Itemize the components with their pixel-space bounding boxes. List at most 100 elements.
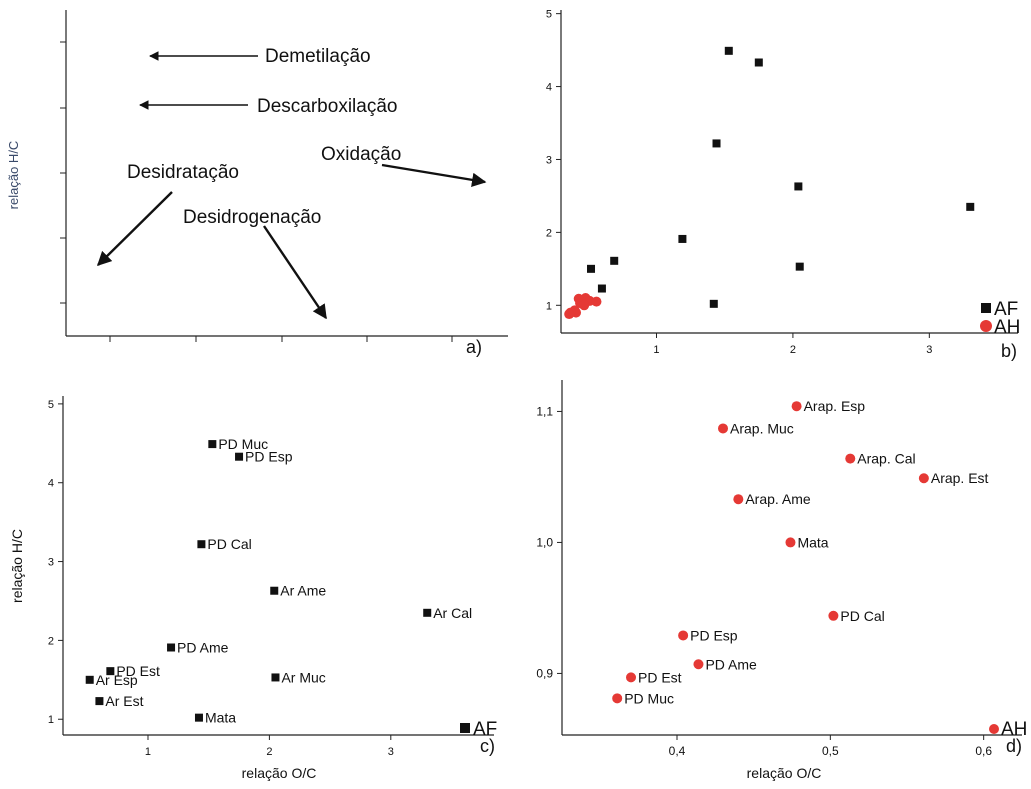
ah-point xyxy=(564,309,575,320)
af-point xyxy=(235,452,244,461)
legend-ah-marker xyxy=(989,724,999,734)
legend-af-label: AF xyxy=(994,299,1018,320)
panel-b-ytick-label: 5 xyxy=(546,9,552,21)
ah-point-label: Arap. Ame xyxy=(745,491,811,507)
ah-point xyxy=(828,610,839,621)
af-point xyxy=(610,256,619,265)
panel-c-label: c) xyxy=(480,736,495,756)
ah-point-label: Arap. Esp xyxy=(804,398,866,414)
desidratacao-label: Desidratação xyxy=(127,162,239,183)
ah-point-label: Mata xyxy=(797,534,828,550)
ah-point-label: Arap. Cal xyxy=(857,451,915,467)
ah-point xyxy=(785,537,796,548)
ah-point xyxy=(693,659,704,670)
panel-c-ytick-label: 4 xyxy=(48,478,54,490)
ah-point-label: Arap. Muc xyxy=(730,420,794,436)
af-point xyxy=(167,643,176,652)
af-point xyxy=(271,673,280,682)
panel-b-ytick-label: 1 xyxy=(546,300,552,312)
oxidacao-label: Oxidação xyxy=(321,144,401,165)
panel-b-ytick-label: 2 xyxy=(546,227,552,239)
af-point-label: Ar Ame xyxy=(280,583,326,599)
af-point-label: PD Cal xyxy=(207,536,251,552)
af-point-label: PD Est xyxy=(116,663,160,679)
panel-a-ylabel: relação H/C xyxy=(6,141,21,210)
ah-point xyxy=(733,494,744,505)
af-point xyxy=(85,675,94,684)
desidrogenacao-label: Desidrogenação xyxy=(183,207,321,228)
af-point xyxy=(106,667,115,676)
panel-b-xtick-label: 3 xyxy=(926,344,932,356)
oxidacao-arrow xyxy=(381,163,487,187)
legend-ah-marker xyxy=(980,320,992,332)
ah-point-label: PD Muc xyxy=(624,690,674,706)
af-point xyxy=(197,540,206,549)
panel-c-ytick-label: 5 xyxy=(48,399,54,411)
ah-point-label: PD Esp xyxy=(690,627,738,643)
panel-b-label: b) xyxy=(1001,341,1017,361)
ah-point-label: PD Cal xyxy=(840,608,884,624)
ah-point xyxy=(591,296,602,307)
panel-b: 1 2 3 1 2 3 4 5 AF AH b) xyxy=(546,9,1021,361)
af-point xyxy=(795,262,804,271)
legend-af-marker xyxy=(981,303,991,313)
ah-point-label: PD Est xyxy=(638,669,682,685)
af-point-label: Ar Cal xyxy=(433,605,472,621)
desidrogenacao-arrow xyxy=(263,225,327,320)
panel-c-ylabel: relação H/C xyxy=(9,529,25,603)
panel-b-xtick-label: 2 xyxy=(790,344,796,356)
af-point-label: PD Ame xyxy=(177,639,229,655)
panel-d-xtick-label: 0,6 xyxy=(975,744,992,758)
ah-point xyxy=(579,300,590,311)
panel-d-xlabel: relação O/C xyxy=(747,765,822,781)
af-point xyxy=(597,284,606,293)
af-point xyxy=(678,234,687,243)
legend-af-label: AF xyxy=(473,719,497,740)
panel-c-ytick-label: 3 xyxy=(48,557,54,569)
af-point xyxy=(794,182,803,191)
af-point-label: Mata xyxy=(205,710,236,726)
af-point xyxy=(709,299,718,308)
af-point xyxy=(208,440,217,449)
panel-a: relação H/C a) Demetilação Descarboxilaç… xyxy=(6,10,508,357)
panel-c-xlabel: relação O/C xyxy=(242,765,317,781)
af-point xyxy=(270,586,279,595)
ah-point-label: Arap. Est xyxy=(931,470,989,486)
panel-b-ytick-label: 4 xyxy=(546,82,552,94)
panel-d-xtick-label: 0,4 xyxy=(669,744,686,758)
panel-c-xtick-label: 3 xyxy=(388,746,394,758)
ah-point xyxy=(718,423,728,434)
panel-d: 0,4 0,5 0,6 0,9 1,0 1,1 Arap. Esp Arap. Muc Ara… xyxy=(536,380,1027,781)
af-point-label: Ar Muc xyxy=(281,669,325,685)
legend-ah-label: AH xyxy=(994,317,1020,338)
af-point xyxy=(194,713,203,722)
panel-c-xtick-label: 2 xyxy=(266,746,272,758)
af-point xyxy=(724,46,733,55)
af-point xyxy=(754,58,763,67)
af-point xyxy=(95,697,104,706)
ah-point xyxy=(678,630,689,641)
panel-d-ytick-label: 1,1 xyxy=(536,404,553,418)
ah-point xyxy=(612,693,623,704)
af-point-label: Ar Esp xyxy=(96,672,138,688)
legend-ah-label: AH xyxy=(1001,719,1027,740)
af-point xyxy=(712,139,721,148)
af-point-label: Ar Est xyxy=(105,693,143,709)
panel-d-ytick-label: 1,0 xyxy=(536,535,553,549)
panel-d-label: d) xyxy=(1006,736,1022,756)
legend-af-marker xyxy=(460,723,470,733)
panel-a-label: a) xyxy=(466,337,482,357)
panel-c-ytick-label: 1 xyxy=(48,714,54,726)
panel-b-ytick-label: 3 xyxy=(546,154,552,166)
panel-d-ytick-label: 0,9 xyxy=(536,666,553,680)
af-point-label: PD Muc xyxy=(218,436,268,452)
ah-point xyxy=(791,401,802,412)
panel-c-ytick-label: 2 xyxy=(48,635,54,647)
ah-point xyxy=(845,453,856,464)
panel-d-xtick-label: 0,5 xyxy=(822,744,839,758)
panel-b-xtick-label: 1 xyxy=(653,344,659,356)
ah-point-label: PD Ame xyxy=(705,656,757,672)
demetilacao-label: Demetilação xyxy=(265,46,371,67)
